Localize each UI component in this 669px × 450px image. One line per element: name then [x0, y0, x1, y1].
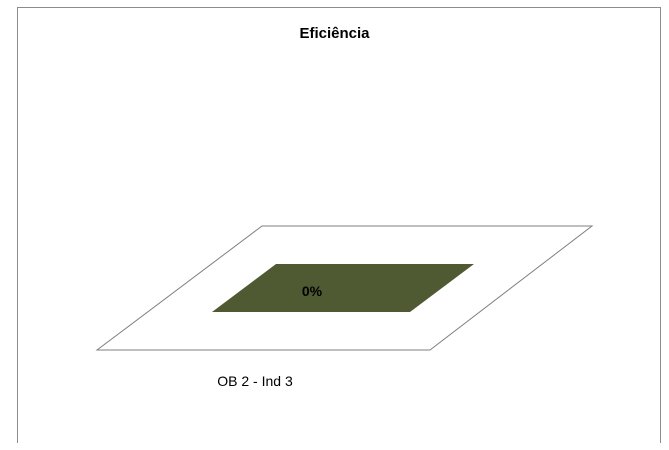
chart-marks: 0% OB 2 - Ind 3 [212, 264, 474, 389]
data-label: 0% [302, 283, 323, 299]
category-label: OB 2 - Ind 3 [217, 373, 293, 389]
chart-title: Eficiência [299, 25, 370, 42]
bar-ob2-ind3 [212, 264, 474, 312]
chart-frame [17, 7, 661, 443]
